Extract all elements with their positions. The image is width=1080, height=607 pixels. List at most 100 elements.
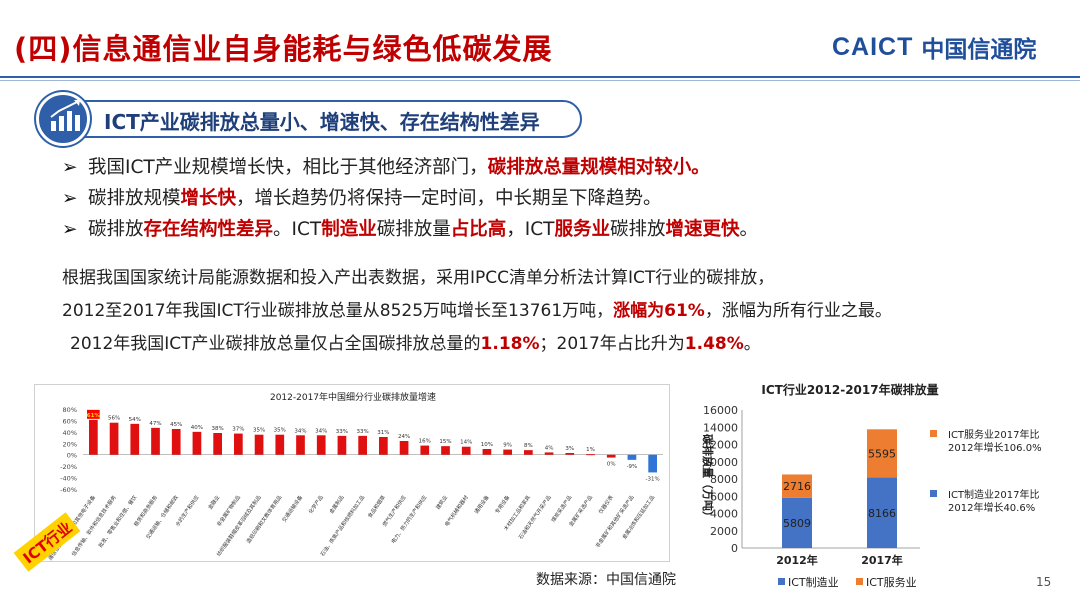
- x-category-label: 建筑业: [434, 494, 449, 511]
- bar: [627, 454, 637, 460]
- y-tick-label: 2000: [710, 525, 738, 538]
- paragraph-highlight: 1.18%: [480, 334, 540, 354]
- paragraph-text: 2012年我国ICT产业碳排放总量仅占全国碳排放总量的: [70, 334, 481, 354]
- bar-data-label: 33%: [357, 429, 369, 435]
- y-tick-label: 0%: [67, 452, 77, 460]
- y-tick-label: 6000: [710, 490, 738, 503]
- bar: [234, 433, 243, 455]
- bar-data-label: 5809: [783, 517, 811, 530]
- industry-growth-chart-svg: 2012-2017年中国细分行业碳排放量增速 80% 60% 40% 20% 0% -20%…: [46, 391, 663, 562]
- bar: [606, 454, 616, 458]
- arrow-bullet-icon: ➢: [62, 157, 78, 178]
- legend-swatch: [856, 578, 863, 585]
- bar-data-label: 56%: [108, 416, 120, 422]
- bar: [130, 423, 140, 455]
- paragraph-highlight: 涨幅为61%: [613, 301, 705, 321]
- page-number: 15: [1036, 575, 1052, 589]
- y-tick-label: 0: [731, 542, 738, 555]
- paragraph-line: 2012至2017年我国ICT行业碳排放总量从8525万吨增长至13761万吨，…: [62, 295, 892, 328]
- paragraph-text: ，涨幅为所有行业之最。: [704, 301, 892, 321]
- bar-data-label: 1%: [586, 447, 595, 453]
- bar: [420, 445, 430, 455]
- bullet-item: ➢ 碳排放存在结构性差异。ICT制造业碳排放量占比高，ICT服务业碳排放增速更快。: [62, 214, 758, 245]
- stacked-bar-segment: [867, 429, 897, 478]
- bar: [171, 429, 181, 455]
- stacked-bar-segment: [782, 497, 812, 548]
- bullet-highlight: 占比高: [450, 219, 507, 240]
- bar: [524, 450, 533, 455]
- bar-data-label: 3%: [565, 446, 574, 452]
- chart-title: ICT行业2012-2017年碳排放量: [761, 382, 938, 397]
- bar: [254, 434, 264, 455]
- y-tick-label: -20%: [60, 463, 77, 471]
- bullet-highlight: 制造业: [321, 219, 377, 240]
- bar: [441, 446, 450, 455]
- legend-swatch: [778, 578, 785, 585]
- bar-data-label: 9%: [503, 443, 512, 449]
- logo-en: CAICT: [832, 32, 914, 61]
- bar-data-label: 0%: [607, 462, 616, 468]
- bar-data-label: 15%: [439, 439, 451, 445]
- bar-data-label: 34%: [294, 428, 306, 434]
- arrow-bullet-icon: ➢: [62, 219, 78, 240]
- page-title: (四)信息通信业自身能耗与绿色低碳发展: [14, 32, 553, 66]
- bar-data-label: 8%: [524, 443, 533, 449]
- bullet-text: 碳排放量: [376, 219, 451, 240]
- bar: [275, 434, 285, 455]
- bar-data-label: 38%: [212, 426, 224, 432]
- x-category-label: 造纸印刷和文教体育用品: [244, 494, 283, 545]
- paragraph-line: 根据我国国家统计局能源数据和投入产出表数据，采用IPCC清单分析法计算ICT行业…: [62, 268, 775, 288]
- section-label: ICT产业碳排放总量小、增速快、存在结构性差异: [104, 110, 540, 134]
- logo-cn: 中国信通院: [921, 37, 1037, 63]
- bar-chart-trend-icon: [36, 92, 90, 146]
- bar: [316, 435, 326, 455]
- bar: [296, 435, 305, 455]
- ict-industry-stamp: ICT行业: [13, 512, 81, 572]
- caict-logo: CAICT 中国信通院: [832, 30, 1036, 64]
- y-tick-label: -40%: [60, 475, 77, 483]
- legend-label: ICT制造业: [788, 575, 839, 589]
- y-tick-label: 40%: [63, 429, 77, 437]
- annotation-line: ICT制造业2017年比: [948, 488, 1040, 501]
- bar: [358, 435, 367, 455]
- x-category-label: 金融业: [206, 494, 221, 511]
- bar-data-label: 34%: [315, 428, 327, 434]
- body-paragraph: 根据我国国家统计局能源数据和投入产出表数据，采用IPCC清单分析法计算ICT行业…: [62, 262, 892, 361]
- x-category-label: 2012年: [776, 553, 818, 567]
- bar-data-label: 31%: [377, 430, 389, 436]
- annotation-line: 2012年增长106.0%: [948, 441, 1042, 454]
- x-category-label: 仪器仪表: [596, 493, 615, 515]
- paragraph-line: 2012年我国ICT产业碳排放总量仅占全国碳排放总量的1.18%；2017年占比…: [62, 328, 892, 361]
- bar: [89, 419, 98, 455]
- x-category-label: 通用设备: [472, 493, 491, 515]
- bar: [151, 427, 160, 455]
- bullet-item: ➢ 我国ICT产业规模增长快，相比于其他经济部门，碳排放总量规模相对较小。: [62, 152, 758, 183]
- bar-data-label: 24%: [398, 434, 410, 440]
- x-category-label: 交通运输、仓储和邮政: [144, 493, 181, 541]
- y-tick-label: 60%: [63, 417, 77, 425]
- ict-emission-chart-svg: ICT行业2012-2017年碳排放量 16000 14000 12000 10000 8…: [701, 382, 1042, 589]
- bar-data-label: -9%: [627, 464, 638, 470]
- paragraph-text: 2012至2017年我国ICT行业碳排放总量从8525万吨增长至13761万吨，: [62, 301, 614, 321]
- header-rule: [0, 76, 1080, 78]
- bar-data-label: 35%: [253, 428, 265, 434]
- bullet-highlight: 存在结构性差异: [143, 219, 274, 240]
- highlight-label: 61%: [87, 413, 101, 419]
- bar: [586, 454, 595, 456]
- ict-emission-chart: ICT行业2012-2017年碳排放量 16000 14000 12000 10000 8…: [690, 372, 1070, 594]
- bar: [565, 453, 575, 455]
- data-source: 数据来源：中国信通院: [536, 572, 676, 588]
- bullet-text: 碳排放规模: [88, 188, 181, 209]
- annotation-line: 2012年增长40.6%: [948, 501, 1035, 514]
- bar: [379, 437, 388, 455]
- bar-data-label: 37%: [232, 427, 244, 433]
- bullet-highlight: 服务业: [554, 219, 610, 240]
- y-tick-label: -60%: [60, 486, 77, 494]
- bullet-text: 。ICT: [273, 219, 322, 240]
- bar-data-label: 54%: [129, 417, 141, 423]
- bar-data-label: 8166: [868, 507, 896, 520]
- x-category-label: 交通运输设备: [280, 493, 305, 524]
- bar-data-label: 45%: [170, 422, 182, 428]
- bullet-list: ➢ 我国ICT产业规模增长快，相比于其他经济部门，碳排放总量规模相对较小。 ➢ 碳排…: [62, 152, 758, 245]
- bar: [109, 422, 119, 455]
